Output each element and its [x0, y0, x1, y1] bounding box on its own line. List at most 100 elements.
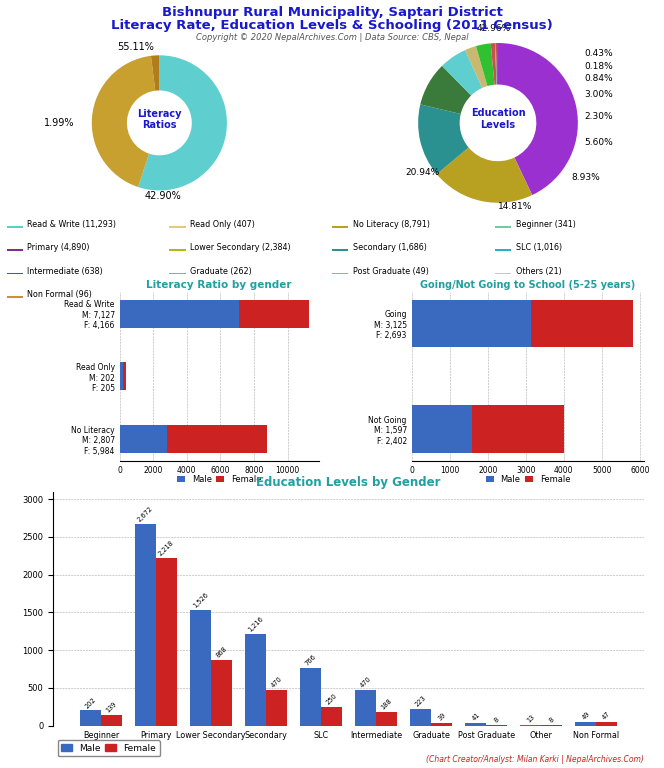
FancyBboxPatch shape — [332, 250, 349, 251]
Text: 188: 188 — [380, 697, 393, 710]
Wedge shape — [138, 55, 227, 190]
Bar — [239, 300, 309, 328]
Text: No Literacy (8,791): No Literacy (8,791) — [353, 220, 430, 229]
Bar — [596, 722, 618, 726]
Bar — [531, 300, 633, 347]
Text: 39: 39 — [437, 712, 447, 722]
Bar — [576, 722, 596, 726]
FancyBboxPatch shape — [169, 250, 186, 251]
Legend: Male, Female: Male, Female — [173, 472, 265, 487]
Bar — [410, 709, 431, 726]
Text: Education
Levels: Education Levels — [471, 108, 525, 130]
Bar — [135, 524, 156, 726]
Text: 0.84%: 0.84% — [584, 74, 613, 84]
Bar — [300, 668, 321, 726]
Wedge shape — [496, 43, 498, 84]
Bar — [431, 723, 452, 726]
Text: 42.96%: 42.96% — [477, 24, 511, 33]
Text: 2,672: 2,672 — [137, 505, 154, 523]
Text: 868: 868 — [215, 646, 228, 659]
FancyBboxPatch shape — [7, 250, 23, 251]
Text: 5.60%: 5.60% — [584, 138, 613, 147]
Wedge shape — [498, 43, 578, 195]
Text: 41: 41 — [471, 711, 481, 721]
Text: 8.93%: 8.93% — [572, 174, 600, 182]
FancyBboxPatch shape — [495, 250, 511, 251]
Text: (Chart Creator/Analyst: Milan Karki | NepalArchives.Com): (Chart Creator/Analyst: Milan Karki | Ne… — [426, 755, 644, 764]
FancyBboxPatch shape — [332, 273, 349, 274]
Text: Intermediate (638): Intermediate (638) — [27, 266, 103, 276]
Text: 14.81%: 14.81% — [499, 202, 533, 211]
Wedge shape — [92, 56, 155, 187]
FancyBboxPatch shape — [169, 226, 186, 228]
Text: Lower Secondary (2,384): Lower Secondary (2,384) — [190, 243, 291, 253]
Bar — [355, 690, 376, 726]
Text: 1,526: 1,526 — [192, 591, 209, 609]
Text: Primary (4,890): Primary (4,890) — [27, 243, 90, 253]
Text: Read Only (407): Read Only (407) — [190, 220, 255, 229]
Bar — [521, 725, 541, 726]
FancyBboxPatch shape — [495, 226, 511, 228]
Wedge shape — [491, 43, 497, 84]
Text: Literacy
Ratios: Literacy Ratios — [137, 109, 182, 131]
Wedge shape — [151, 55, 159, 91]
Bar — [472, 406, 564, 453]
Bar — [156, 558, 177, 726]
Text: 8: 8 — [493, 717, 500, 724]
Text: SLC (1,016): SLC (1,016) — [515, 243, 562, 253]
Text: 250: 250 — [325, 693, 338, 706]
Text: Graduate (262): Graduate (262) — [190, 266, 252, 276]
Text: 470: 470 — [270, 676, 283, 689]
Text: 55.11%: 55.11% — [118, 42, 154, 52]
FancyBboxPatch shape — [169, 273, 186, 274]
Text: 470: 470 — [359, 676, 373, 689]
Text: 13: 13 — [526, 713, 536, 723]
Text: Secondary (1,686): Secondary (1,686) — [353, 243, 427, 253]
Wedge shape — [495, 43, 497, 84]
Title: Going/Not Going to School (5-25 years): Going/Not Going to School (5-25 years) — [420, 280, 635, 290]
Text: 139: 139 — [105, 701, 118, 714]
Text: 49: 49 — [581, 710, 591, 721]
Legend: Male, Female: Male, Female — [58, 740, 160, 756]
Wedge shape — [437, 147, 532, 203]
Bar — [412, 300, 531, 347]
FancyBboxPatch shape — [332, 226, 349, 228]
Text: 202: 202 — [84, 696, 97, 710]
Wedge shape — [476, 43, 495, 86]
Bar — [167, 425, 267, 453]
FancyBboxPatch shape — [495, 273, 511, 274]
Text: Beginner (341): Beginner (341) — [515, 220, 576, 229]
Title: Literacy Ratio by gender: Literacy Ratio by gender — [146, 280, 292, 290]
FancyBboxPatch shape — [7, 296, 23, 298]
Text: 2,218: 2,218 — [157, 539, 175, 557]
Text: 2.30%: 2.30% — [584, 112, 613, 121]
Text: 1,216: 1,216 — [247, 615, 264, 633]
Bar — [412, 406, 472, 453]
Wedge shape — [420, 66, 471, 114]
FancyBboxPatch shape — [7, 273, 23, 274]
Text: 3.00%: 3.00% — [584, 91, 613, 99]
Text: 0.18%: 0.18% — [584, 61, 613, 71]
Bar — [245, 634, 266, 726]
Text: Non Formal (96): Non Formal (96) — [27, 290, 92, 299]
Text: 8: 8 — [548, 717, 555, 724]
Bar — [321, 707, 342, 726]
Bar — [465, 723, 486, 726]
Bar — [211, 660, 232, 726]
Text: Copyright © 2020 NepalArchives.Com | Data Source: CBS, Nepal: Copyright © 2020 NepalArchives.Com | Dat… — [196, 33, 468, 42]
Text: Post Graduate (49): Post Graduate (49) — [353, 266, 429, 276]
Bar — [120, 300, 239, 328]
Text: 0.43%: 0.43% — [584, 49, 613, 58]
Text: Read & Write (11,293): Read & Write (11,293) — [27, 220, 116, 229]
Bar — [101, 715, 122, 726]
Text: Others (21): Others (21) — [515, 266, 561, 276]
Text: 223: 223 — [414, 694, 428, 708]
Text: 766: 766 — [304, 654, 317, 667]
Legend: Male, Female: Male, Female — [482, 472, 574, 487]
Bar — [120, 425, 167, 453]
Bar — [80, 710, 101, 726]
Wedge shape — [442, 50, 482, 95]
Text: 47: 47 — [602, 711, 612, 721]
Bar — [190, 611, 211, 726]
Text: Literacy Rate, Education Levels & Schooling (2011 Census): Literacy Rate, Education Levels & School… — [111, 19, 553, 32]
